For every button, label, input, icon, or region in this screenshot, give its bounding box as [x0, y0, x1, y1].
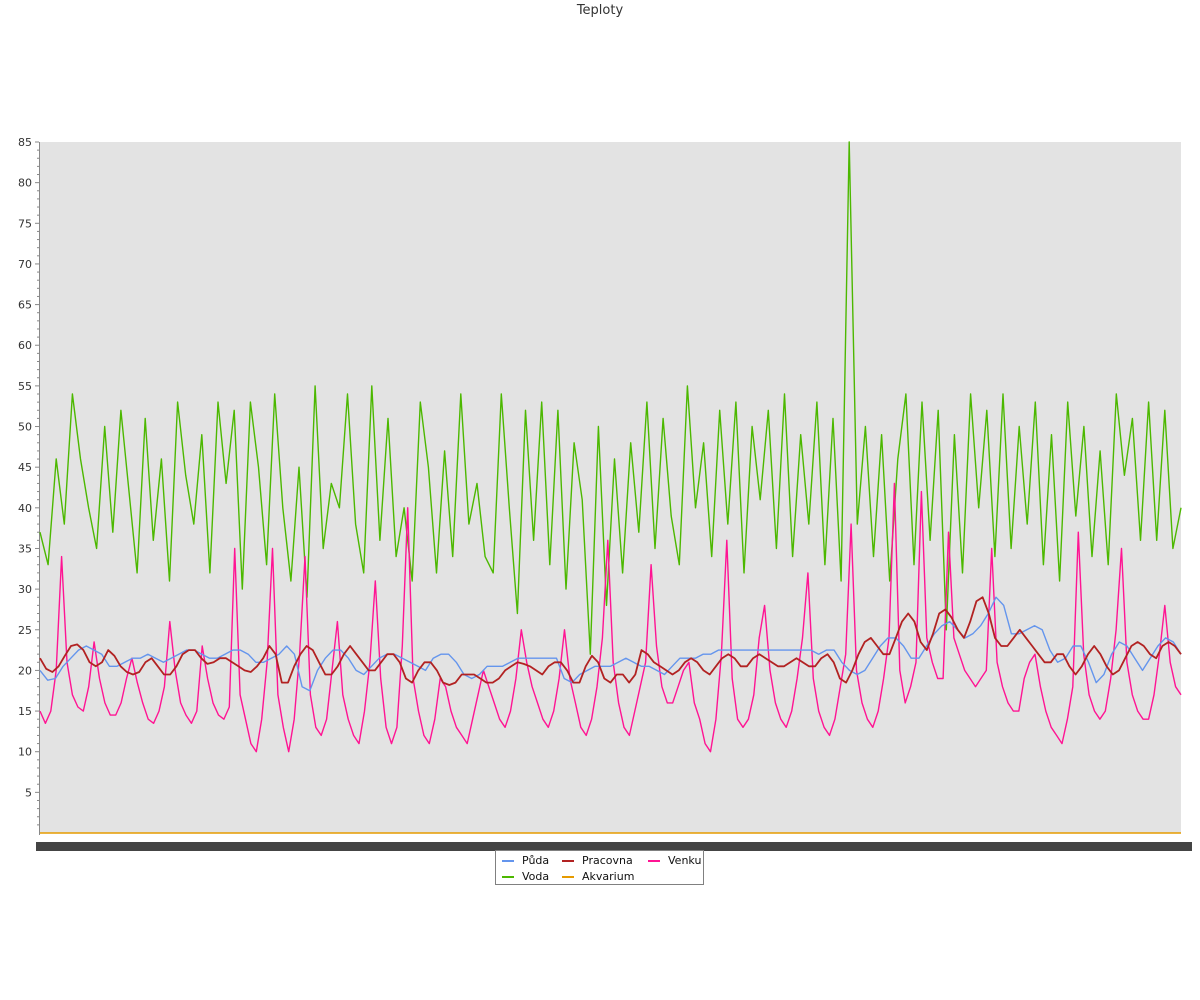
y-tick-label: 60: [18, 339, 32, 352]
plot-area: [40, 142, 1181, 833]
legend-item-akvarium: Akvarium: [562, 870, 634, 883]
legend: Půda Pracovna Venku Voda Akvarium: [495, 850, 704, 885]
y-tick-label: 30: [18, 583, 32, 596]
y-tick-label: 85: [18, 136, 32, 149]
series-line-pracovna: [39, 596, 1182, 686]
y-tick-label: 25: [18, 624, 32, 637]
y-tick-label: 75: [18, 217, 32, 230]
series-line-voda: [39, 141, 1182, 655]
y-tick-label: 40: [18, 502, 32, 515]
x-axis: [36, 842, 1192, 851]
legend-swatch: [562, 860, 574, 862]
legend-item-venku: Venku: [648, 854, 701, 867]
y-tick-label: 20: [18, 664, 32, 677]
y-tick-label: 45: [18, 461, 32, 474]
y-axis: 5 10 15 20 25 30 35 40 45 50 55 60 65 70 75 80 85: [18, 136, 40, 835]
legend-item-pracovna: Pracovna: [562, 854, 633, 867]
legend-label: Venku: [668, 854, 702, 867]
x-tick-band: [36, 842, 1192, 851]
series-line-venku: [39, 482, 1182, 753]
series-layer: [39, 141, 1182, 834]
legend-label: Pracovna: [582, 854, 633, 867]
chart-title: Teploty: [576, 3, 624, 18]
y-tick-label: 70: [18, 258, 32, 271]
y-tick-label: 80: [18, 177, 32, 190]
y-tick-label: 15: [18, 705, 32, 718]
legend-item-voda: Voda: [502, 870, 549, 883]
legend-swatch: [502, 876, 514, 878]
legend-label: Voda: [522, 870, 550, 883]
legend-swatch: [562, 876, 574, 878]
y-tick-label: 10: [18, 746, 32, 759]
y-tick-label: 50: [18, 421, 32, 434]
y-tick-label: 65: [18, 299, 32, 312]
y-tick-label: 55: [18, 380, 32, 393]
series-line-puda: [39, 596, 1182, 692]
legend-label: Půda: [522, 854, 550, 867]
y-tick-label: 5: [25, 786, 32, 799]
legend-swatch: [502, 860, 514, 862]
legend-swatch: [648, 860, 660, 862]
legend-item-puda: Půda: [502, 854, 549, 867]
y-tick-label: 35: [18, 542, 32, 555]
legend-label: Akvarium: [582, 870, 635, 883]
